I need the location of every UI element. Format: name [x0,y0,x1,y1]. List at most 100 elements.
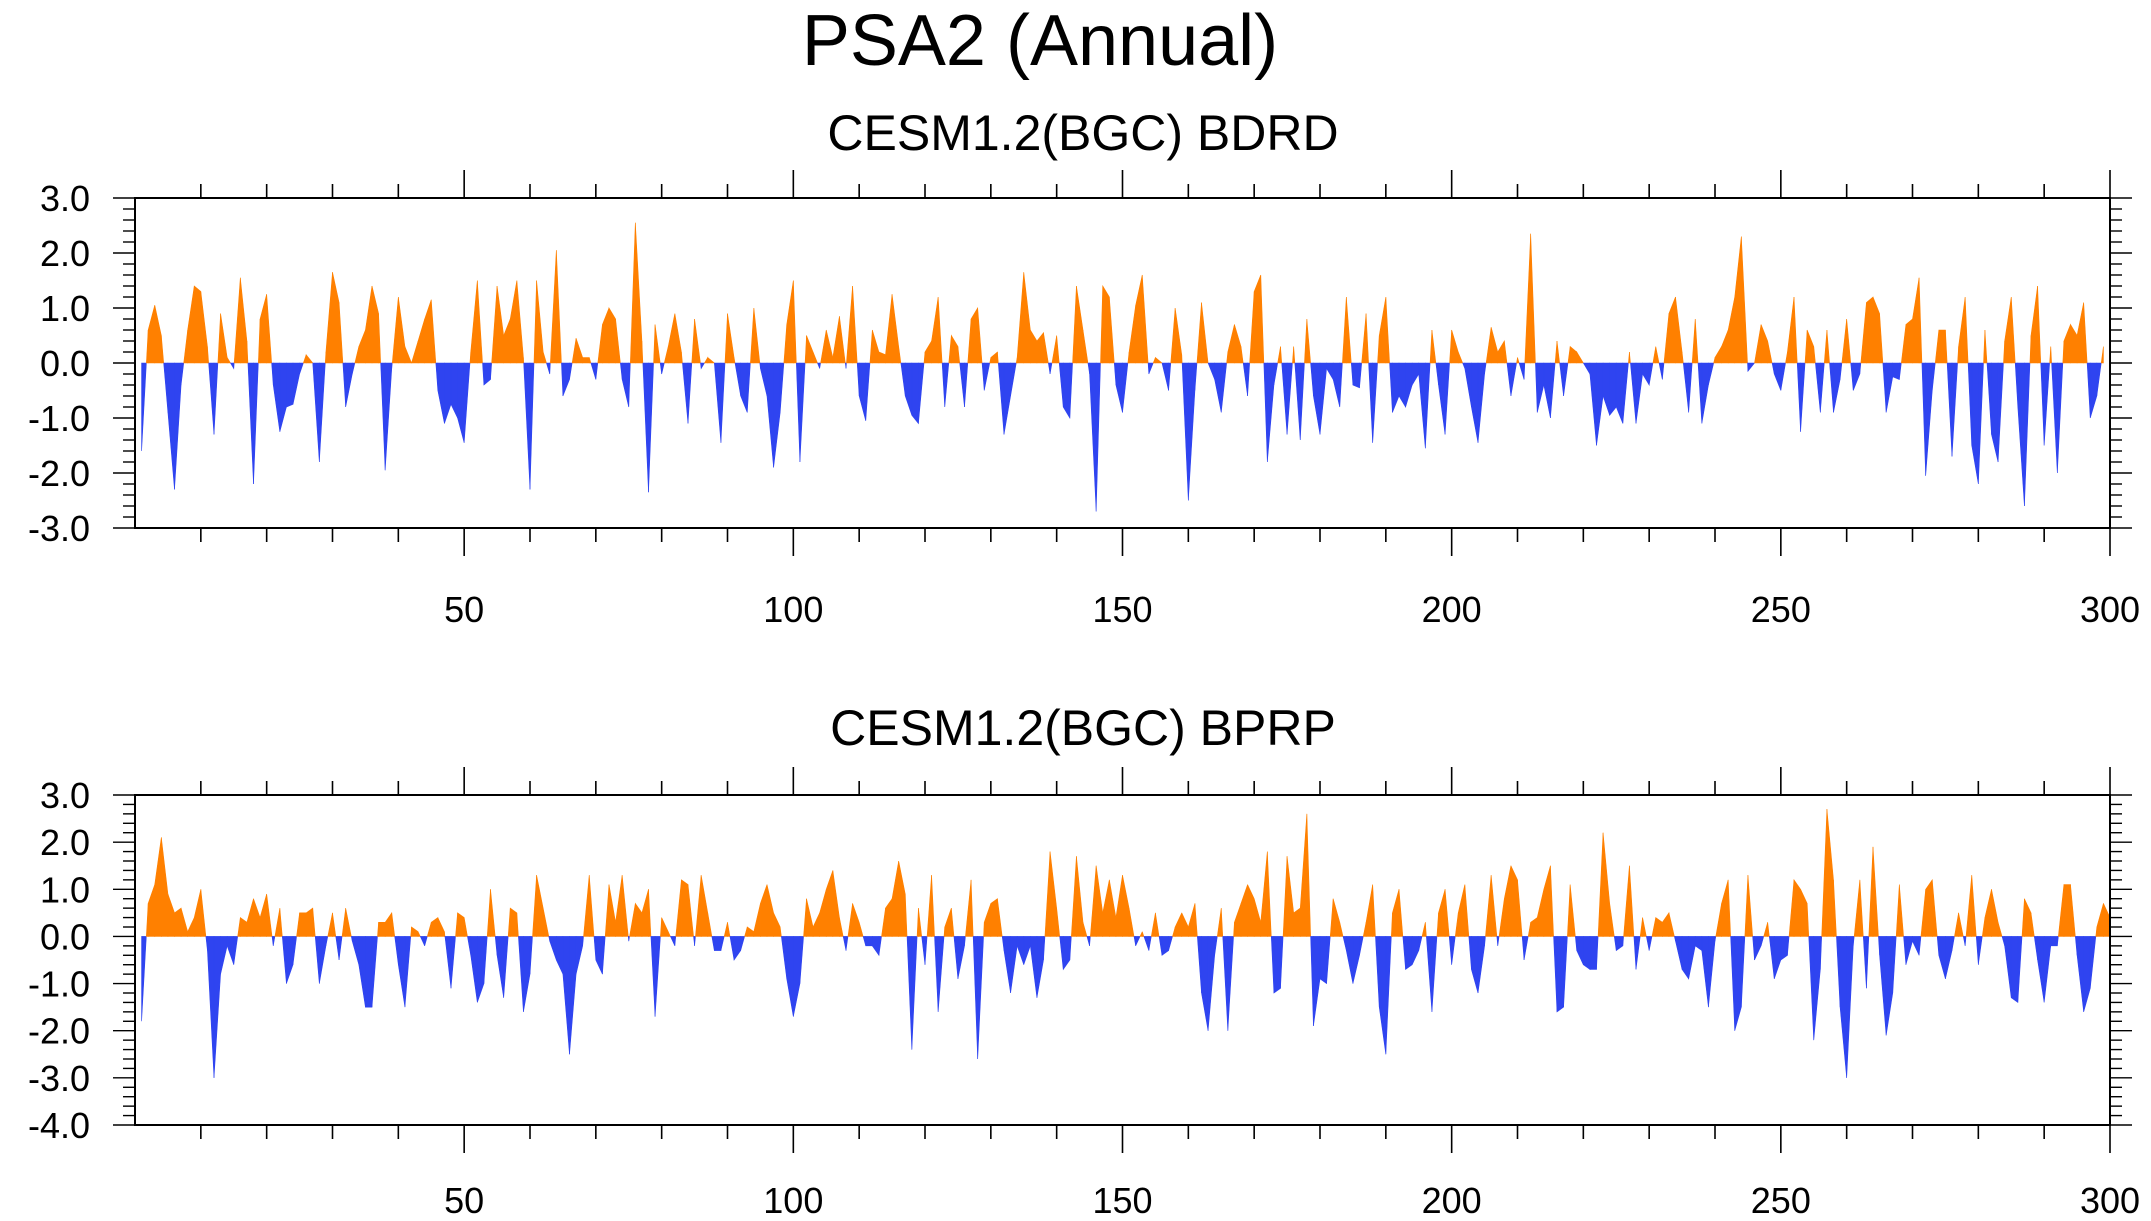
positive-area-bdrd-268-0 [1905,318,1913,364]
negative-area-bprp-203-0 [1477,936,1485,994]
negative-area-bdrd-192-0 [1405,362,1413,408]
positive-area-bprp-225-1 [1623,865,1630,937]
negative-area-bdrd-153-0 [1148,362,1154,375]
negative-area-bprp-237-0 [1701,936,1709,1008]
negative-area-bprp-182-1 [1342,936,1347,951]
negative-area-bdrd-38-0 [391,362,393,369]
positive-area-bdrd-14-1 [233,277,241,364]
negative-area-bdrd-17-0 [253,362,259,485]
positive-area-bdrd-7-0 [187,285,195,364]
positive-area-bprp-266-1 [1895,884,1900,937]
negative-area-bprp-227-0 [1635,936,1641,970]
y-tick-label-bprp-5: -2.0 [28,1011,90,1052]
negative-area-bdrd-221-0 [1596,362,1604,446]
positive-area-bdrd-69-1 [597,324,603,364]
positive-area-bprp-230-0 [1655,916,1663,937]
negative-area-bprp-136-0 [1036,936,1044,998]
negative-area-bprp-279-0 [1978,936,1983,965]
positive-area-bprp-129-0 [990,898,998,937]
positive-area-bdrd-122-1 [948,335,952,364]
positive-area-bprp-260-1 [1853,879,1861,937]
positive-area-bprp-212-0 [1536,889,1545,937]
negative-area-bprp-290-0 [2050,936,2058,947]
positive-area-bdrd-133-0 [1016,272,1025,364]
positive-area-bprp-239-1 [1715,903,1722,937]
negative-area-bprp-38-1 [394,936,399,965]
positive-area-bdrd-35-0 [371,285,379,364]
positive-area-bprp-141-1 [1071,856,1077,937]
positive-area-bprp-20-1 [274,908,281,937]
negative-area-bprp-77-1 [650,936,656,1017]
negative-area-bprp-160-1 [1197,936,1202,994]
positive-area-bprp-85-0 [700,875,709,937]
negative-area-bdrd-103-0 [819,362,821,369]
y-tick-label-bprp-7: -4.0 [28,1105,90,1146]
positive-area-bdrd-160-1 [1196,302,1202,364]
positive-area-bprp-76-0 [641,889,649,937]
negative-area-bdrd-210-0 [1523,362,1526,380]
negative-area-bprp-198-1 [1448,936,1452,965]
negative-area-bprp-191-1 [1402,936,1406,970]
positive-area-bprp-170-0 [1260,851,1268,937]
positive-area-bdrd-239-0 [1714,345,1722,364]
negative-area-bprp-87-0 [714,936,722,951]
panel-title-bprp: CESM1.2(BGC) BPRP [830,700,1336,756]
positive-area-bdrd-217-0 [1569,345,1578,364]
negative-area-bdrd-79-0 [661,362,665,375]
positive-area-bprp-4-0 [167,893,175,937]
positive-area-bdrd-135-0 [1030,328,1038,364]
negative-area-bdrd-115-1 [900,362,906,397]
negative-area-bprp-152-1 [1143,936,1150,951]
negative-area-bprp-126-1 [972,936,978,1060]
negative-area-bprp-88-0 [720,936,725,951]
negative-area-bprp-246-0 [1760,936,1765,946]
negative-area-bprp-59-0 [529,936,533,975]
negative-area-bprp-275-0 [1951,936,1955,951]
positive-area-bdrd-38-1 [391,296,399,364]
negative-area-bprp-171-1 [1270,936,1275,994]
positive-area-bprp-72-0 [615,875,623,937]
positive-area-bprp-277-1 [1965,875,1973,937]
negative-area-bdrd-168-0 [1247,362,1250,397]
negative-area-bdrd-222-0 [1602,362,1610,416]
positive-area-bdrd-18-0 [259,294,267,364]
positive-area-bprp-160-0 [1194,903,1198,937]
negative-area-bdrd-122-0 [944,362,950,408]
negative-area-bdrd-254-1 [1815,362,1821,413]
positive-area-bdrd-176-1 [1304,318,1308,364]
negative-area-bdrd-164-0 [1220,362,1227,413]
positive-area-bprp-149-0 [1122,875,1130,937]
positive-area-bprp-16-0 [246,898,254,937]
negative-area-bdrd-121-1 [941,362,946,408]
negative-area-bprp-34-0 [365,936,373,1008]
negative-area-bdrd-236-1 [1697,362,1703,424]
positive-area-bdrd-85-1 [703,356,709,364]
positive-area-bdrd-204-1 [1485,327,1492,364]
negative-area-bdrd-279-0 [1978,362,1984,485]
negative-area-bdrd-11-0 [213,362,219,435]
negative-area-bprp-189-0 [1385,936,1392,1055]
negative-area-bdrd-288-1 [2040,362,2045,446]
negative-area-bprp-215-0 [1556,936,1564,1013]
y-tick-labels-bprp: 3.0 2.0 1.0 0.0 -1.0 -2.0 -3.0 -4.0 [28,775,90,1146]
positive-area-bprp-263-0 [1872,846,1879,937]
positive-area-bprp-176-0 [1299,813,1308,937]
positive-area-bprp-84-1 [695,875,702,937]
positive-area-bdrd-261-1 [1860,302,1867,364]
negative-area-bprp-238-0 [1708,936,1716,1008]
negative-area-bdrd-97-0 [779,362,785,413]
positive-area-bprp-164-0 [1220,908,1224,937]
negative-area-bdrd-109-0 [858,362,867,421]
negative-area-bprp-70-0 [602,936,606,975]
positive-area-bdrd-198-1 [1449,329,1452,364]
positive-area-bprp-21-0 [279,908,283,937]
negative-area-bprp-214-1 [1553,936,1558,1012]
negative-area-bprp-135-0 [1030,936,1038,998]
negative-area-bprp-224-0 [1615,936,1624,952]
positive-area-bdrd-36-0 [378,313,381,364]
positive-area-bprp-182-0 [1339,922,1344,937]
positive-area-bprp-49-0 [463,917,468,937]
positive-area-bdrd-43-0 [424,299,432,364]
negative-area-bprp-269-0 [1912,936,1920,956]
negative-area-bdrd-149-0 [1122,362,1129,413]
